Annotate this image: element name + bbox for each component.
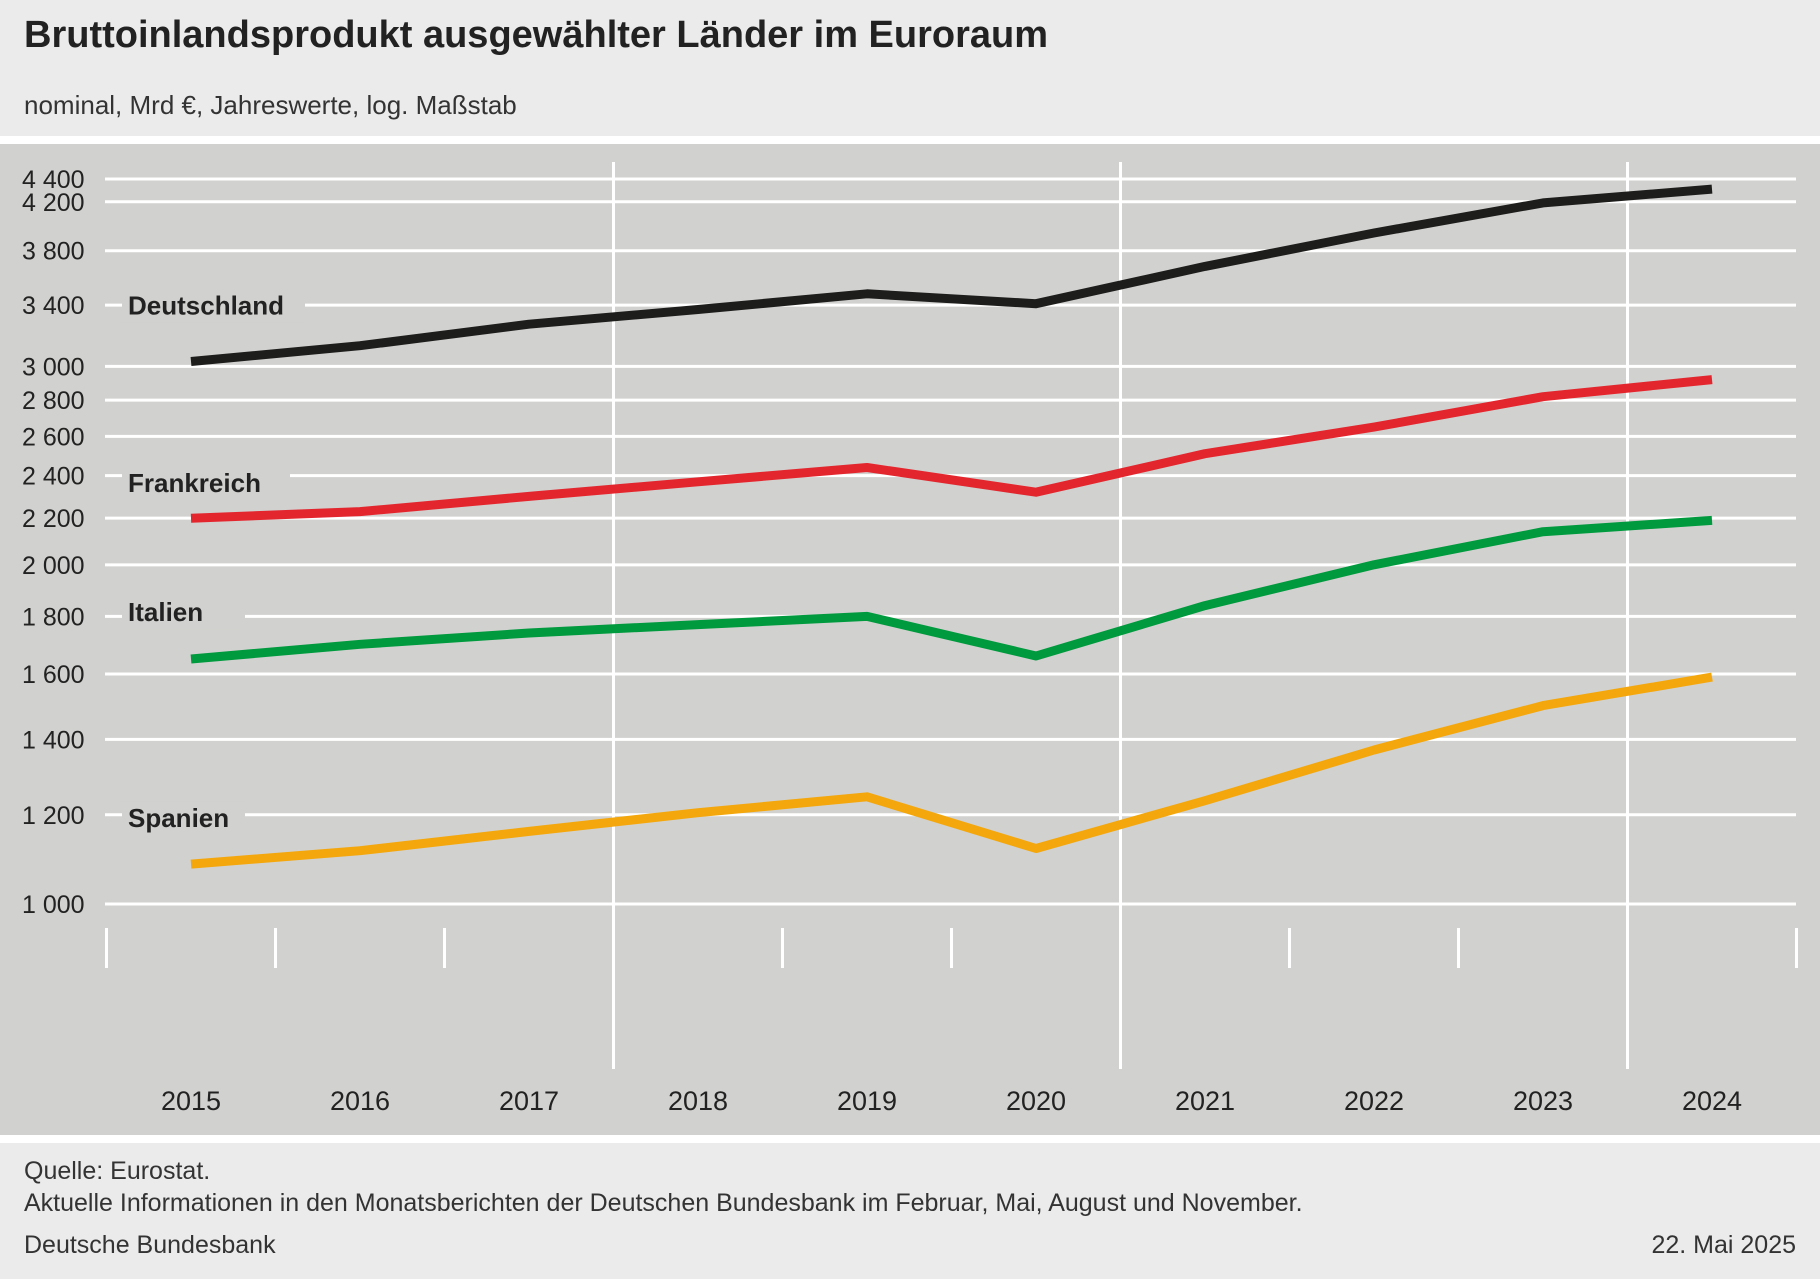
- series-line-italien: [190, 515, 1713, 664]
- publisher: Deutsche Bundesbank: [24, 1231, 276, 1259]
- series-label-bg: [122, 288, 305, 323]
- y-tick-label: 2 600: [22, 423, 85, 451]
- y-tick-label: 1 800: [22, 603, 85, 631]
- chart-subtitle: nominal, Mrd €, Jahreswerte, log. Maßsta…: [24, 90, 517, 120]
- y-tick-label: 4 200: [22, 189, 85, 217]
- y-tick-label: 2 800: [22, 387, 85, 415]
- y-tick-label: 2 000: [22, 552, 85, 580]
- x-tick-label: 2021: [1175, 1086, 1235, 1116]
- y-tick-label: 4 400: [22, 166, 85, 194]
- x-tick-label: 2017: [499, 1086, 559, 1116]
- chart-title: Bruttoinlandsprodukt ausgewählter Länder…: [24, 14, 1049, 56]
- publication-date: 22. Mai 2025: [1651, 1231, 1796, 1259]
- chart-area: 1 000 1 200 1 400 1 600 1 800 2 000 2 200 2 400…: [22, 162, 1798, 1116]
- source-note: Quelle: Eurostat.: [24, 1157, 211, 1185]
- x-tick-label: 2022: [1344, 1086, 1404, 1116]
- info-note: Aktuelle Informationen in den Monatsberi…: [24, 1189, 1303, 1217]
- y-tick-label: 2 400: [22, 463, 85, 491]
- y-tick-label: 3 800: [22, 238, 85, 266]
- series-label-bg: [122, 595, 245, 630]
- x-tick-label: 2016: [330, 1086, 390, 1116]
- y-tick-label: 2 200: [22, 505, 85, 533]
- series-label-frankreich: Frankreich: [128, 468, 261, 498]
- y-tick-label: 1 600: [22, 661, 85, 689]
- y-tick-label: 1 200: [22, 802, 85, 830]
- chart-header: Bruttoinlandsprodukt ausgewählter Länder…: [0, 0, 1820, 136]
- x-tick-label: 2015: [161, 1086, 221, 1116]
- y-tick-label: 1 000: [22, 891, 85, 919]
- x-tick-label: 2019: [837, 1086, 897, 1116]
- x-tick-label: 2024: [1682, 1086, 1742, 1116]
- y-tick-label: 3 000: [22, 353, 85, 381]
- series-line-spanien: [190, 672, 1713, 869]
- x-tick-label: 2018: [668, 1086, 728, 1116]
- divider-top: [0, 136, 1820, 144]
- series-label-bg: [122, 801, 245, 836]
- y-tick-label: 3 400: [22, 292, 85, 320]
- series-label-italien: Italien: [128, 597, 203, 627]
- series-label-bg: [122, 466, 290, 501]
- series-label-spanien: Spanien: [128, 803, 229, 833]
- chart-footer: Quelle: Eurostat. Aktuelle Informationen…: [0, 1143, 1820, 1279]
- x-tick-label: 2023: [1513, 1086, 1573, 1116]
- y-tick-label: 1 400: [22, 726, 85, 754]
- series-label-deutschland: Deutschland: [128, 290, 284, 320]
- x-tick-label: 2020: [1006, 1086, 1066, 1116]
- series-line-deutschland: [190, 184, 1713, 366]
- series-line-frankreich: [190, 375, 1713, 523]
- divider-bottom: [0, 1135, 1820, 1143]
